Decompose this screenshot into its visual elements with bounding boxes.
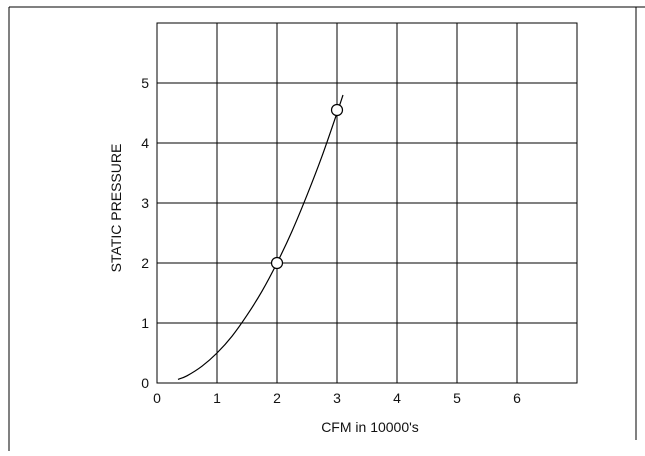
grid	[157, 23, 577, 383]
x-axis-label: CFM in 10000's	[321, 419, 419, 435]
y-tick-label: 1	[141, 315, 149, 331]
y-tick-label: 0	[141, 375, 149, 391]
data-point-marker	[272, 258, 283, 269]
x-tick-label: 3	[333, 390, 341, 406]
x-tick-label: 4	[393, 390, 401, 406]
series	[178, 95, 343, 379]
x-tick-label: 2	[273, 390, 281, 406]
x-tick-label: 6	[513, 390, 521, 406]
y-tick-label: 3	[141, 195, 149, 211]
y-tick-label: 5	[141, 75, 149, 91]
series-line	[178, 95, 343, 379]
x-tick-label: 5	[453, 390, 461, 406]
x-tick-label: 0	[153, 390, 161, 406]
x-tick-labels: 0 1 2 3 4 5 6	[153, 390, 521, 406]
y-tick-label: 4	[141, 135, 149, 151]
y-tick-labels: 0 1 2 3 4 5	[141, 75, 149, 391]
y-axis-label: STATIC PRESSURE	[108, 144, 124, 273]
x-tick-label: 1	[213, 390, 221, 406]
data-point-marker	[332, 105, 343, 116]
y-tick-label: 2	[141, 255, 149, 271]
